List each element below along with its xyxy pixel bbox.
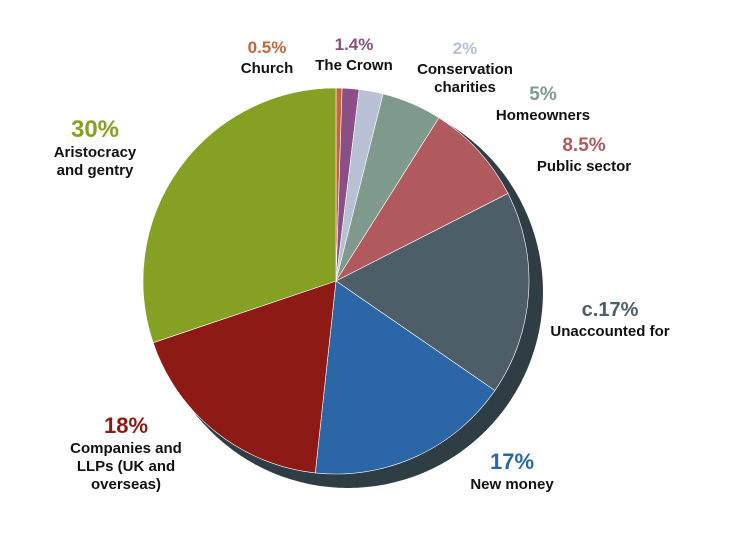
slice-percent-new-money: 17% bbox=[490, 449, 534, 474]
slice-label-line-the-crown: The Crown bbox=[315, 57, 393, 74]
slice-labels: 0.5% Church 1.4% The Crown 2% Conservationcha… bbox=[54, 35, 670, 493]
slice-percent-unaccounted-for: c.17% bbox=[582, 299, 639, 321]
slice-label-line-public-sector: Public sector bbox=[537, 158, 631, 175]
slice-percent-the-crown: 1.4% bbox=[335, 35, 374, 54]
slice-label-line-church: Church bbox=[241, 60, 294, 77]
slice-label-line-companies-and-llps: Companies and bbox=[70, 440, 182, 457]
slice-label-line-unaccounted-for: Unaccounted for bbox=[550, 323, 669, 340]
slice-label-church: 0.5% Church bbox=[241, 38, 294, 77]
pie-slice-public-sector bbox=[335, 117, 509, 282]
slice-percent-conservation-charities: 2% bbox=[453, 39, 478, 58]
slice-percent-public-sector: 8.5% bbox=[562, 135, 605, 156]
slice-label-line-new-money: New money bbox=[470, 476, 554, 493]
slice-label-homeowners: 5% Homeowners bbox=[496, 84, 590, 124]
pie-slice-unaccounted-for bbox=[335, 193, 530, 391]
slice-label-the-crown: 1.4% The Crown bbox=[315, 35, 393, 74]
slice-label-line-aristocracy-and-gentry: Aristocracy bbox=[54, 144, 137, 161]
slice-label-line-companies-and-llps: LLPs (UK and bbox=[77, 458, 175, 475]
slice-label-new-money: 17% New money bbox=[470, 449, 554, 493]
slice-percent-homeowners: 5% bbox=[529, 84, 557, 105]
slice-percent-church: 0.5% bbox=[248, 38, 287, 57]
slice-label-unaccounted-for: c.17% Unaccounted for bbox=[550, 299, 669, 340]
pie-slices bbox=[142, 87, 530, 475]
pie-slice-new-money bbox=[314, 280, 496, 475]
pie-slice-companies-and-llps bbox=[152, 280, 337, 474]
slice-label-public-sector: 8.5% Public sector bbox=[537, 135, 631, 175]
slice-label-line-aristocracy-and-gentry: and gentry bbox=[57, 162, 134, 179]
slice-percent-aristocracy-and-gentry: 30% bbox=[71, 116, 119, 143]
slice-label-line-conservation-charities: Conservation bbox=[417, 61, 513, 78]
slice-label-line-conservation-charities: charities bbox=[434, 79, 496, 96]
slice-label-line-companies-and-llps: overseas) bbox=[91, 476, 161, 493]
pie-slice-aristocracy-and-gentry bbox=[142, 87, 337, 344]
slice-percent-companies-and-llps: 18% bbox=[104, 413, 148, 438]
slice-label-line-homeowners: Homeowners bbox=[496, 107, 590, 124]
